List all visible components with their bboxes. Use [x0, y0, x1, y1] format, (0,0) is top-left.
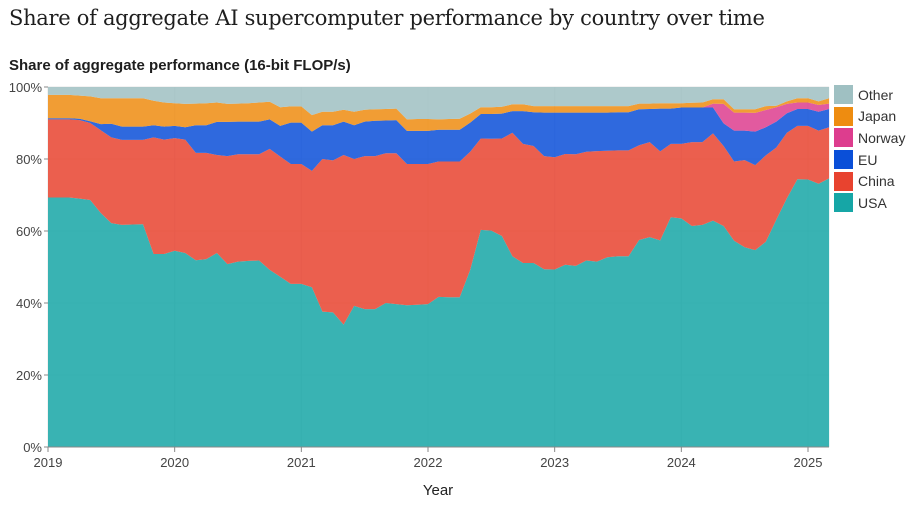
legend-swatch: [834, 106, 853, 126]
area-usa: [48, 178, 830, 447]
y-tick-label: 0%: [23, 440, 42, 455]
x-tick-label: 2020: [160, 455, 189, 470]
legend-item-japan: Japan: [834, 106, 905, 128]
legend-item-china: China: [834, 170, 905, 192]
area-other: [48, 87, 830, 120]
legend-label: Norway: [858, 129, 906, 146]
y-tick-label: 20%: [16, 368, 42, 383]
legend-label: Other: [858, 86, 894, 103]
x-tick-label: 2021: [287, 455, 316, 470]
y-tick-label: 60%: [16, 224, 42, 239]
area-china: [48, 119, 830, 325]
x-ticks: 2019 2020 2021 2022 2023 2024 2025: [34, 446, 829, 470]
y-tick-label: 100%: [9, 80, 43, 95]
legend-item-usa: USA: [834, 192, 905, 214]
x-axis-label: Year: [423, 482, 453, 499]
legend-item-other: Other: [834, 84, 905, 106]
legend-swatch: [834, 128, 853, 148]
legend-swatch: [834, 85, 853, 105]
legend-swatch: [834, 150, 853, 170]
legend-label: China: [858, 173, 895, 190]
legend-item-norway: Norway: [834, 127, 905, 149]
legend: Other Japan Norway EU China USA: [834, 84, 905, 214]
x-tick-label: 2023: [540, 455, 569, 470]
legend-label: Japan: [858, 108, 897, 125]
y-tick-label: 80%: [16, 152, 42, 167]
x-tick-label: 2025: [794, 455, 823, 470]
x-tick-label: 2022: [414, 455, 443, 470]
area-eu: [48, 107, 830, 171]
x-tick-label: 2019: [34, 455, 63, 470]
legend-label: EU: [858, 151, 878, 168]
area-japan: [48, 94, 830, 132]
x-tick-label: 2024: [667, 455, 696, 470]
area-norway: [48, 102, 830, 132]
legend-swatch: [834, 171, 853, 191]
y-axis-label: Share of aggregate performance (16-bit F…: [9, 57, 351, 74]
legend-item-eu: EU: [834, 149, 905, 171]
y-ticks: 0% 20% 40% 60% 80% 100%: [9, 80, 48, 455]
y-tick-label: 40%: [16, 296, 42, 311]
legend-label: USA: [858, 194, 887, 211]
legend-swatch: [834, 193, 853, 213]
chart-title: Share of aggregate AI supercomputer perf…: [9, 6, 765, 30]
areas: [48, 87, 830, 447]
